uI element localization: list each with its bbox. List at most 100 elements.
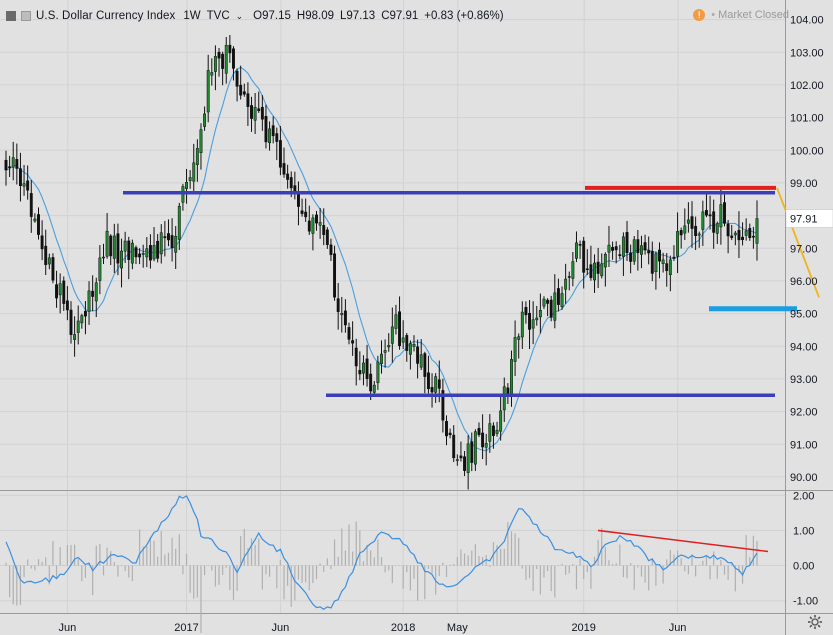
oscillator-histogram-bar	[406, 565, 408, 573]
oscillator-histogram-bar	[102, 565, 105, 576]
oscillator-histogram-bar	[525, 565, 527, 580]
symbol-name[interactable]: U.S. Dollar Currency Index	[36, 10, 176, 22]
oscillator-histogram-bar	[283, 565, 285, 600]
candle-body	[686, 219, 690, 224]
source-label[interactable]: TVC	[206, 10, 230, 22]
candle-body	[91, 290, 95, 297]
candle-body	[203, 113, 207, 127]
oscillator-histogram-bar	[146, 546, 148, 566]
candle-body	[484, 443, 488, 448]
candle-body	[365, 358, 369, 379]
candle-body	[582, 240, 586, 273]
oscillator-histogram-bar	[427, 565, 430, 569]
candle-body	[755, 218, 759, 244]
candle-body	[307, 220, 311, 232]
candle-body	[618, 254, 622, 256]
oscillator-histogram-bar	[521, 565, 523, 569]
alert-icon: !	[693, 9, 706, 21]
candle-body	[94, 282, 98, 302]
oscillator-histogram-bar	[727, 565, 729, 580]
oscillator-histogram-bar	[384, 565, 386, 573]
candle-body	[239, 84, 243, 96]
candle-body	[210, 72, 214, 76]
candle-body	[430, 387, 434, 393]
candle-body	[177, 205, 181, 240]
candle-body	[593, 262, 596, 281]
oscillator-histogram-bar	[301, 565, 303, 583]
oscillator-histogram-bar	[276, 565, 278, 589]
price-tick-label: 104.00	[790, 15, 824, 27]
candle-body	[282, 163, 286, 175]
oscillator-histogram-bar	[265, 565, 267, 575]
interval-label[interactable]: 1W	[183, 10, 201, 22]
candle-body	[668, 259, 672, 276]
price-tick-label: 92.00	[790, 407, 818, 419]
oscillator-histogram-bar	[630, 563, 632, 566]
candle-body	[459, 455, 463, 459]
oscillator-histogram-bar	[637, 565, 639, 568]
candle-body	[376, 361, 380, 384]
oscillator-histogram-bar	[532, 565, 534, 592]
oscillator-histogram-bar	[626, 565, 628, 579]
oscillator-histogram-bar	[514, 533, 516, 566]
oscillator-histogram-bar	[478, 555, 480, 566]
oscillator-histogram-bar	[550, 565, 552, 592]
oscillator-histogram-bar	[70, 544, 72, 566]
candle-body	[690, 216, 694, 229]
candle-body	[55, 284, 58, 299]
candle-body	[614, 246, 618, 251]
candle-body	[340, 313, 344, 316]
candle-body	[358, 370, 362, 375]
symbol-color-swatch	[6, 11, 16, 21]
candle-body	[423, 353, 427, 377]
candle-body	[650, 250, 654, 274]
candle-body	[488, 423, 492, 442]
chart-legend-header: U.S. Dollar Currency Index 1W TVC ⌄ O97.…	[6, 8, 510, 24]
oscillator-histogram-bar	[19, 565, 22, 606]
oscillator-histogram-bar	[344, 550, 346, 566]
candle-body	[694, 225, 698, 237]
candle-body	[185, 181, 188, 189]
oscillator-histogram-bar	[500, 548, 502, 566]
candle-body	[228, 44, 232, 54]
oscillator-histogram-bar	[124, 565, 126, 571]
candle-body	[560, 293, 564, 308]
oscillator-histogram-bar	[95, 545, 97, 566]
candle-body	[369, 373, 373, 392]
oscillator-histogram-bar	[518, 537, 520, 566]
oscillator-histogram-bar	[330, 565, 332, 570]
oscillator-histogram-bar	[196, 565, 198, 598]
oscillator-histogram-bar	[684, 565, 686, 572]
oscillator-histogram-bar	[611, 563, 614, 566]
candle-body	[575, 242, 578, 259]
oscillator-histogram-bar	[539, 565, 541, 595]
candle-body	[73, 334, 77, 340]
candle-body	[29, 193, 33, 217]
oscillator-histogram-bar	[579, 558, 581, 566]
oscillator-histogram-bar	[561, 563, 563, 566]
candle-body	[741, 236, 745, 241]
candle-body	[253, 106, 257, 121]
candle-body	[549, 299, 553, 318]
chevron-down-icon[interactable]: ⌄	[235, 10, 244, 21]
candle-body	[192, 162, 196, 182]
oscillator-histogram-bar	[691, 554, 693, 566]
time-gridline	[402, 0, 405, 614]
candle-body	[278, 140, 282, 168]
oscillator-histogram-bar	[261, 565, 263, 590]
time-tick-label: Jun	[272, 622, 290, 634]
price-tick-label: 93.00	[790, 374, 818, 386]
candle-body	[491, 425, 495, 436]
open-value: O97.15	[253, 10, 291, 22]
candle-body	[213, 56, 217, 72]
candle-body	[470, 441, 474, 463]
oscillator-histogram-bar	[218, 565, 220, 585]
oscillator-histogram-bar	[481, 556, 484, 566]
oscillator-histogram-bar	[128, 565, 130, 578]
oscillator-histogram-bar	[175, 548, 177, 566]
oscillator-histogram-bar	[77, 558, 79, 566]
oscillator-histogram-bar	[92, 565, 94, 596]
gear-icon[interactable]	[807, 614, 823, 630]
oscillator-histogram-bar	[536, 565, 538, 570]
